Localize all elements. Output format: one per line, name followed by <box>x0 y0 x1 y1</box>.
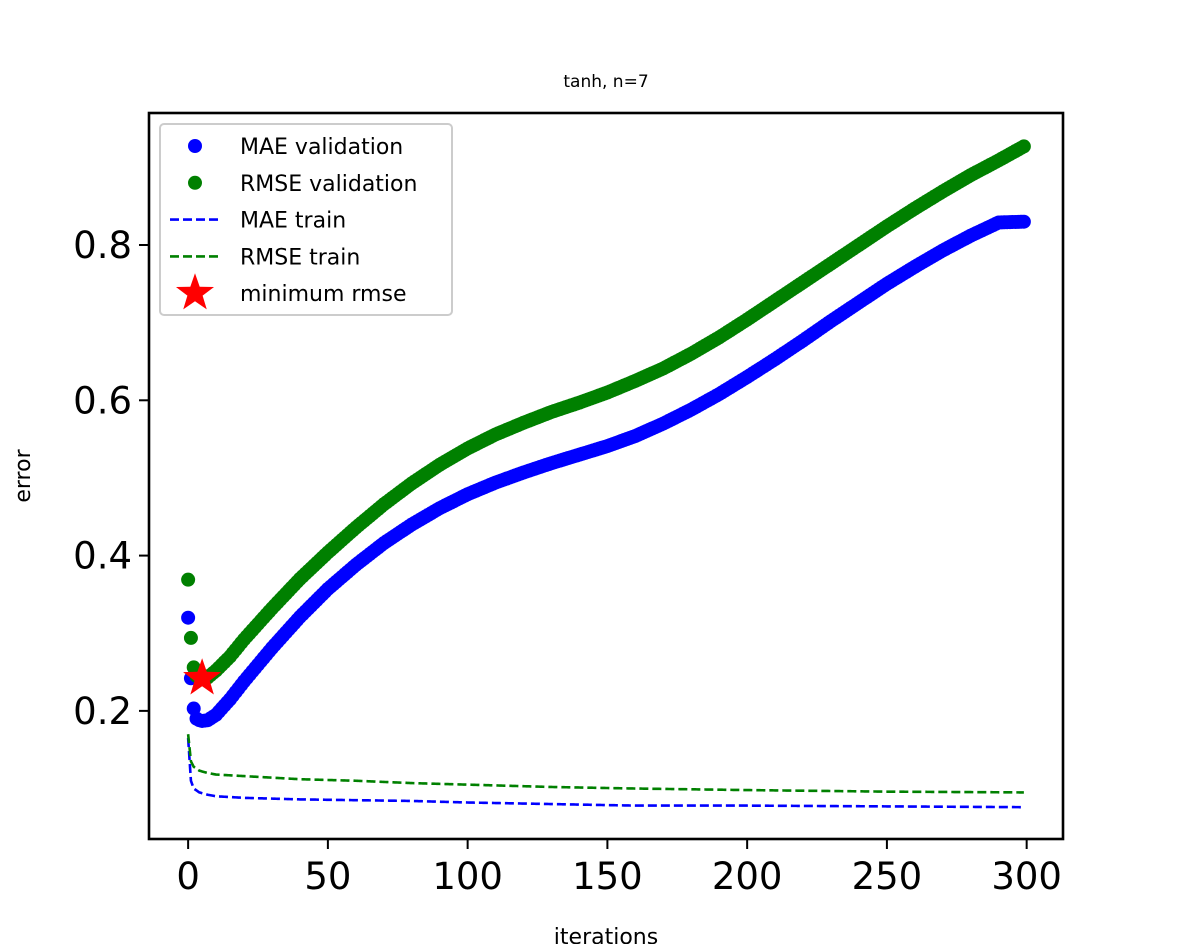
minimum-rmse-star <box>183 658 222 695</box>
x-tick-label: 150 <box>572 855 643 898</box>
x-tick-label: 300 <box>991 855 1062 898</box>
legend-label: MAE train <box>240 209 346 234</box>
y-tick-label: 0.8 <box>73 224 132 267</box>
x-tick-label: 50 <box>304 855 351 898</box>
legend-marker <box>188 139 202 153</box>
data-point <box>1016 214 1031 229</box>
data-point <box>181 572 196 587</box>
series-layer <box>181 139 1031 809</box>
legend-box <box>159 123 453 316</box>
axes-frame <box>147 111 1065 841</box>
series-line-mae-train <box>186 737 1024 809</box>
x-tick-label: 0 <box>176 855 200 898</box>
legend-marker <box>188 175 202 190</box>
data-point <box>181 610 196 625</box>
y-tick-label: 0.4 <box>73 535 132 578</box>
x-tick-label: 250 <box>852 855 923 898</box>
data-point <box>183 630 198 645</box>
y-axis-label: error <box>11 448 36 502</box>
series-line-rmse-train <box>186 734 1024 794</box>
legend-label: MAE validation <box>240 135 403 160</box>
x-axis-label: iterations <box>554 925 658 944</box>
series-mae-validation <box>181 214 1031 728</box>
legend-label: RMSE train <box>240 245 360 270</box>
x-tick-label: 100 <box>432 855 503 898</box>
y-tick-label: 0.6 <box>73 379 132 422</box>
legend-label: minimum rmse <box>240 282 406 307</box>
ticks-layer: 0 50 100 150 200 250 300 0.2 0.4 0.6 0.8 <box>73 224 1062 898</box>
chart-title: tanh, n=7 <box>563 72 648 92</box>
legend-label: RMSE validation <box>240 172 417 197</box>
data-point <box>1016 139 1031 154</box>
series-rmse-validation <box>181 139 1031 686</box>
x-tick-label: 200 <box>712 855 783 898</box>
legend: MAE validation RMSE validation MAE train RM… <box>159 123 453 316</box>
legend-star <box>175 273 215 310</box>
y-tick-label: 0.2 <box>73 690 132 733</box>
